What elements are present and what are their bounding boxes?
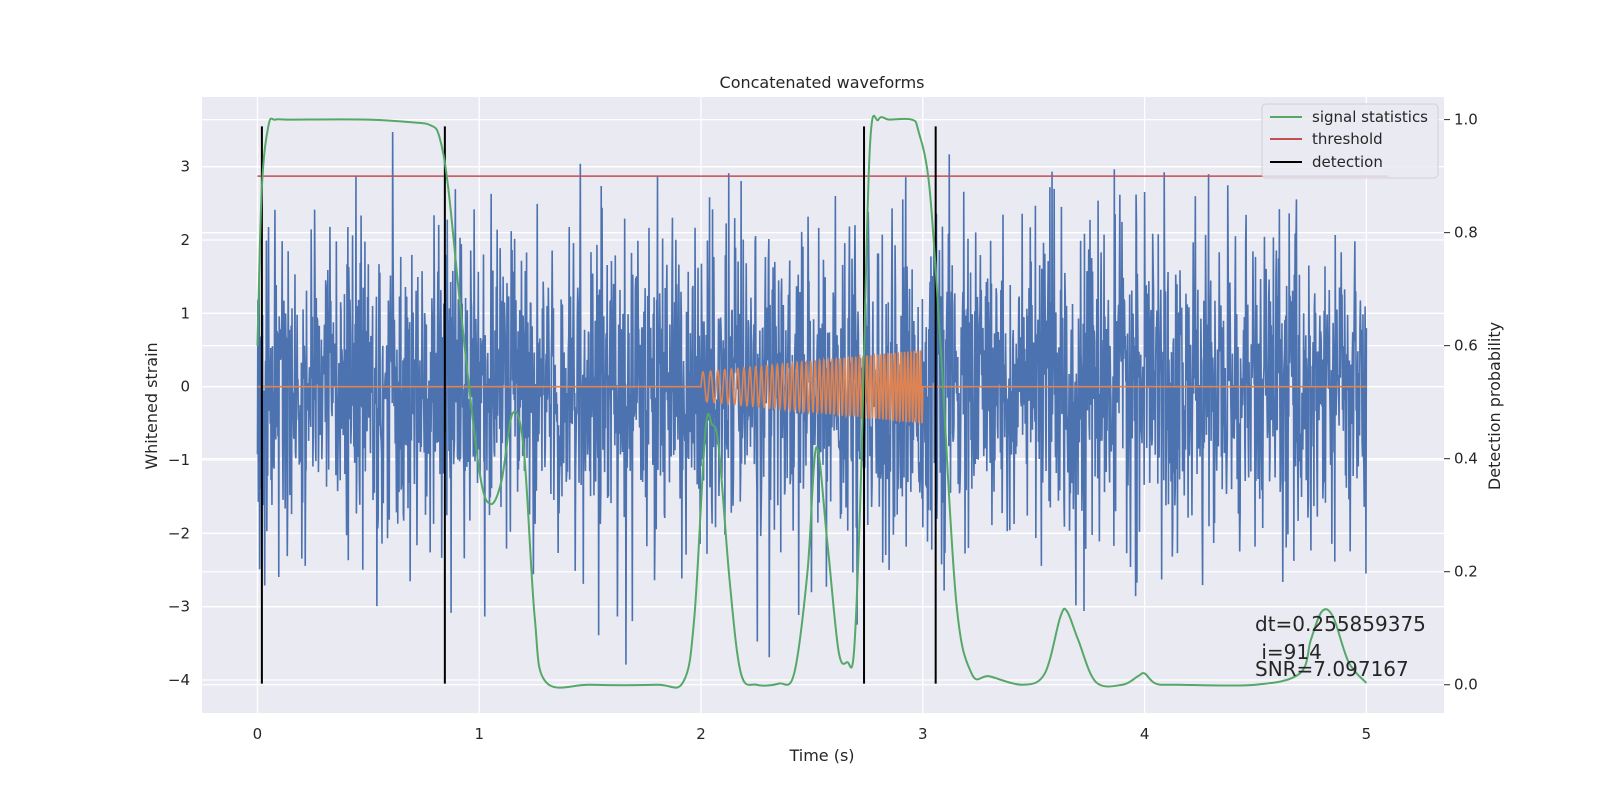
y-tick-label: 0 xyxy=(180,378,190,396)
y-right-tick-label: 0.0 xyxy=(1454,676,1478,694)
x-tick-label: 0 xyxy=(253,725,263,743)
annotation: dt=0.255859375 i=914 SNR=7.097167 xyxy=(1255,612,1426,681)
x-tick-label: 1 xyxy=(474,725,484,743)
legend-entry-detection: detection xyxy=(1312,153,1383,171)
y-tick-label: 3 xyxy=(180,158,190,176)
y-axis-label-right: Detection probability xyxy=(1485,322,1504,490)
y-tick-label: 1 xyxy=(180,304,190,322)
x-tick-label: 3 xyxy=(918,725,928,743)
y-tick-label: 2 xyxy=(180,231,190,249)
series-signal-statistics-line xyxy=(256,114,1368,689)
y-right-tick-label: 0.6 xyxy=(1454,337,1478,355)
series-template-line xyxy=(257,350,1367,426)
y-tick-label: −3 xyxy=(168,598,190,616)
x-tick-label: 2 xyxy=(696,725,706,743)
y-tick-label: −4 xyxy=(168,671,190,689)
annotation-snr: SNR=7.097167 xyxy=(1255,657,1409,681)
x-tick-label: 5 xyxy=(1362,725,1372,743)
y-right-tick-label: 0.2 xyxy=(1454,563,1478,581)
y-right-tick-label: 1.0 xyxy=(1454,111,1478,129)
y-tick-label: −2 xyxy=(168,524,190,542)
annotation-index: i=914 xyxy=(1255,640,1322,664)
tick-labels: 0 1 2 3 4 5 −4 −3 −2 −1 0 1 2 3 0.0 0.2 0.4 0.6 0.8 1.0 xyxy=(168,111,1478,743)
legend-entry-signal-statistics: signal statistics xyxy=(1312,108,1428,126)
legend: signal statistics threshold detection xyxy=(1261,103,1439,179)
y-right-tick-label: 0.8 xyxy=(1454,224,1478,242)
data-layer xyxy=(256,114,1389,689)
y-axis-label: Whitened strain xyxy=(142,342,161,469)
legend-frame xyxy=(1261,103,1439,179)
annotation-dt: dt=0.255859375 xyxy=(1255,612,1426,636)
x-axis-label: Time (s) xyxy=(788,746,854,765)
y-right-tick-label: 0.4 xyxy=(1454,450,1478,468)
y-tick-label: −1 xyxy=(168,451,190,469)
x-tick-label: 4 xyxy=(1140,725,1150,743)
legend-entry-threshold: threshold xyxy=(1312,130,1383,148)
chart-title: Concatenated waveforms xyxy=(720,73,925,92)
